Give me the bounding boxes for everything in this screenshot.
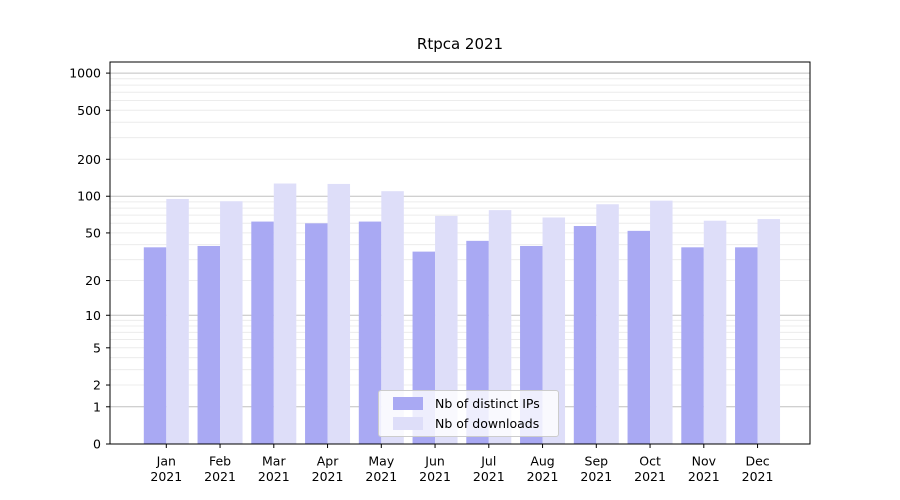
y-tick-label: 200 [77, 152, 101, 167]
bar-feb-downloads [220, 201, 243, 444]
y-tick-label: 5 [93, 340, 101, 355]
bar-sep-distinct-ips [573, 226, 597, 444]
y-tick-label: 10 [85, 308, 101, 323]
x-tick-label-month: Jul [480, 454, 496, 469]
bar-jun-downloads [435, 215, 458, 444]
x-tick-label-year: 2021 [365, 469, 397, 484]
y-tick-label: 0 [93, 437, 101, 452]
x-tick-label-year: 2021 [419, 469, 451, 484]
x-tick-label-year: 2021 [150, 469, 182, 484]
bar-may-distinct-ips [358, 221, 382, 444]
legend-swatch-downloads [393, 416, 423, 430]
legend-swatch-distinct-ips [393, 397, 423, 411]
bar-oct-downloads [650, 200, 673, 444]
bar-nov-distinct-ips [681, 247, 704, 444]
y-tick-label: 20 [85, 273, 101, 288]
x-tick-label-year: 2021 [634, 469, 666, 484]
chart-title: Rtpca 2021 [416, 35, 504, 53]
plot-border [109, 61, 811, 445]
x-tick-label-month: Nov [692, 454, 717, 469]
x-tick-label-year: 2021 [473, 469, 505, 484]
bar-jul-downloads [488, 210, 512, 444]
legend-item-downloads: Nb of downloads [393, 415, 550, 432]
bar-mar-distinct-ips [251, 221, 274, 444]
x-tick-label-year: 2021 [312, 469, 344, 484]
x-tick-label-month: Jun [424, 454, 445, 469]
bar-feb-distinct-ips [197, 245, 221, 444]
x-tick-label-year: 2021 [580, 469, 612, 484]
bar-aug-downloads [542, 217, 566, 444]
y-tick-label: 50 [85, 225, 101, 240]
x-tick-label-month: Oct [639, 454, 661, 469]
x-tick-label-month: Feb [209, 454, 231, 469]
x-tick-label-month: Sep [585, 454, 609, 469]
x-tick-label-month: Apr [317, 454, 339, 469]
x-tick-label-year: 2021 [742, 469, 774, 484]
legend-label-downloads: Nb of downloads [435, 415, 540, 431]
legend-item-distinct-ips: Nb of distinct IPs [393, 395, 550, 412]
x-tick-label-year: 2021 [204, 469, 236, 484]
y-tick-label: 100 [77, 189, 101, 204]
x-tick-label-year: 2021 [527, 469, 559, 484]
legend-label-distinct-ips: Nb of distinct IPs [435, 396, 540, 412]
bar-dec-distinct-ips [735, 247, 758, 444]
x-tick-label-month: May [368, 454, 394, 469]
bar-apr-downloads [327, 183, 351, 445]
bar-may-downloads [381, 191, 404, 444]
x-tick-label-month: Aug [530, 454, 554, 469]
bar-sep-downloads [596, 204, 619, 444]
y-tick-label: 1 [93, 399, 101, 414]
x-tick-label-month: Dec [745, 454, 769, 469]
bar-mar-downloads [273, 183, 297, 444]
bar-jan-distinct-ips [143, 247, 167, 444]
y-tick-label: 500 [77, 103, 101, 118]
x-tick-label-month: Jan [156, 454, 176, 469]
x-tick-label-year: 2021 [688, 469, 720, 484]
bar-oct-distinct-ips [627, 230, 651, 444]
x-tick-label-year: 2021 [258, 469, 290, 484]
y-tick-label: 2 [93, 378, 101, 393]
legend: Nb of distinct IPs Nb of downloads [378, 390, 559, 437]
bar-apr-distinct-ips [305, 223, 328, 444]
bar-jan-downloads [166, 198, 189, 444]
x-tick-label-month: Mar [262, 454, 286, 469]
bar-dec-downloads [757, 219, 781, 444]
y-tick-label: 1000 [69, 66, 101, 81]
bar-nov-downloads [703, 220, 727, 444]
